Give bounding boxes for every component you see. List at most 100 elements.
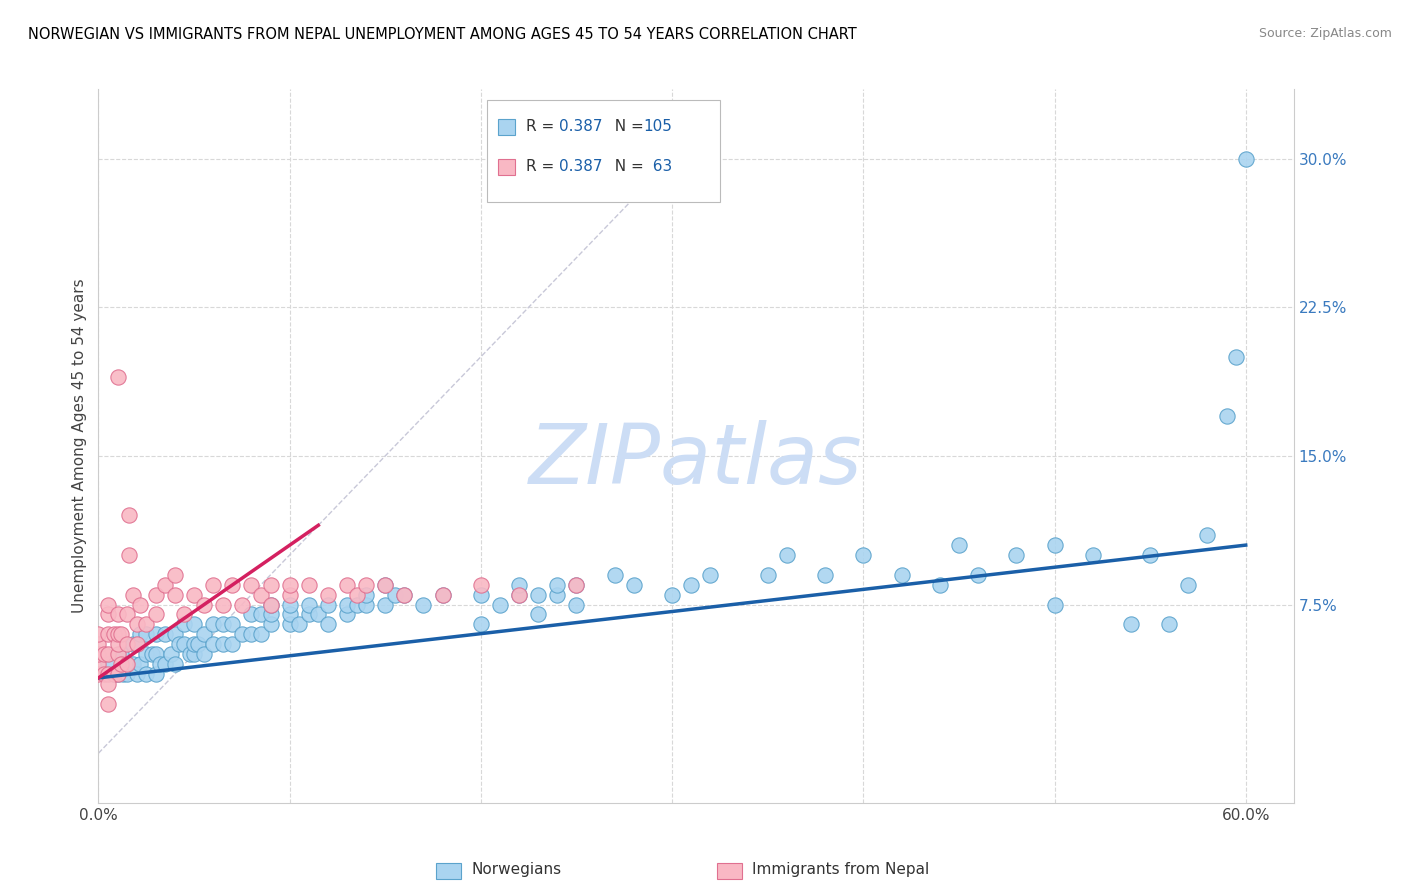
- Point: [928, 578, 950, 592]
- Point: [316, 588, 339, 602]
- Point: [298, 607, 321, 622]
- Point: [97, 647, 120, 661]
- Point: [97, 657, 120, 671]
- Point: [508, 578, 530, 592]
- Point: [145, 667, 167, 681]
- Point: [179, 647, 201, 661]
- Point: [115, 607, 138, 622]
- Point: [183, 637, 205, 651]
- Point: [527, 607, 550, 622]
- Point: [240, 607, 263, 622]
- Point: [211, 637, 233, 651]
- Point: [546, 578, 568, 592]
- Point: [384, 588, 406, 602]
- Point: [135, 667, 157, 681]
- Point: [135, 617, 157, 632]
- Point: [107, 637, 129, 651]
- Text: R =: R =: [526, 120, 560, 134]
- Point: [110, 647, 132, 661]
- Point: [1043, 598, 1066, 612]
- Text: 63: 63: [643, 160, 672, 174]
- Point: [354, 588, 377, 602]
- Point: [1119, 617, 1142, 632]
- Point: [129, 657, 152, 671]
- Point: [316, 598, 339, 612]
- Point: [135, 647, 157, 661]
- Point: [623, 578, 645, 592]
- Text: 105: 105: [643, 120, 672, 134]
- Point: [163, 657, 186, 671]
- Point: [489, 598, 512, 612]
- Point: [107, 607, 129, 622]
- Point: [470, 578, 492, 592]
- Point: [336, 598, 359, 612]
- Point: [288, 617, 311, 632]
- Point: [259, 598, 281, 612]
- Point: [87, 667, 110, 681]
- Point: [346, 588, 368, 602]
- Point: [112, 667, 135, 681]
- Point: [173, 607, 195, 622]
- Point: [565, 598, 588, 612]
- Point: [756, 567, 779, 582]
- Point: [202, 578, 225, 592]
- Point: [183, 647, 205, 661]
- Point: [278, 578, 301, 592]
- Point: [155, 657, 177, 671]
- Point: [125, 617, 148, 632]
- Point: [681, 578, 703, 592]
- Point: [193, 647, 215, 661]
- Point: [240, 627, 263, 641]
- Point: [336, 578, 359, 592]
- Point: [852, 548, 875, 562]
- Point: [1139, 548, 1161, 562]
- Point: [145, 588, 167, 602]
- Point: [125, 667, 148, 681]
- Point: [967, 567, 990, 582]
- Point: [107, 627, 129, 641]
- Point: [110, 657, 132, 671]
- Point: [298, 598, 321, 612]
- Point: [211, 598, 233, 612]
- Point: [278, 617, 301, 632]
- Point: [1215, 409, 1237, 424]
- Point: [221, 617, 243, 632]
- Point: [155, 578, 177, 592]
- Text: Source: ZipAtlas.com: Source: ZipAtlas.com: [1258, 27, 1392, 40]
- Point: [97, 607, 120, 622]
- Point: [135, 627, 157, 641]
- Point: [250, 588, 273, 602]
- Point: [183, 617, 205, 632]
- Point: [115, 657, 138, 671]
- Point: [278, 598, 301, 612]
- Point: [103, 667, 125, 681]
- Point: [814, 567, 837, 582]
- Point: [546, 588, 568, 602]
- Point: [118, 548, 141, 562]
- Point: [948, 538, 970, 552]
- Point: [97, 598, 120, 612]
- Point: [149, 657, 172, 671]
- Point: [240, 578, 263, 592]
- Point: [259, 607, 281, 622]
- Point: [125, 637, 148, 651]
- Point: [221, 637, 243, 651]
- Point: [141, 647, 163, 661]
- Point: [87, 647, 110, 661]
- Point: [565, 578, 588, 592]
- Point: [107, 667, 129, 681]
- Point: [173, 617, 195, 632]
- Point: [470, 588, 492, 602]
- Point: [87, 657, 110, 671]
- Point: [163, 567, 186, 582]
- Point: [107, 369, 129, 384]
- Point: [603, 567, 626, 582]
- Point: [298, 578, 321, 592]
- Point: [354, 598, 377, 612]
- Point: [374, 598, 396, 612]
- Point: [354, 578, 377, 592]
- Point: [231, 598, 253, 612]
- Text: 0.387: 0.387: [558, 120, 602, 134]
- Point: [221, 578, 243, 592]
- Point: [97, 697, 120, 711]
